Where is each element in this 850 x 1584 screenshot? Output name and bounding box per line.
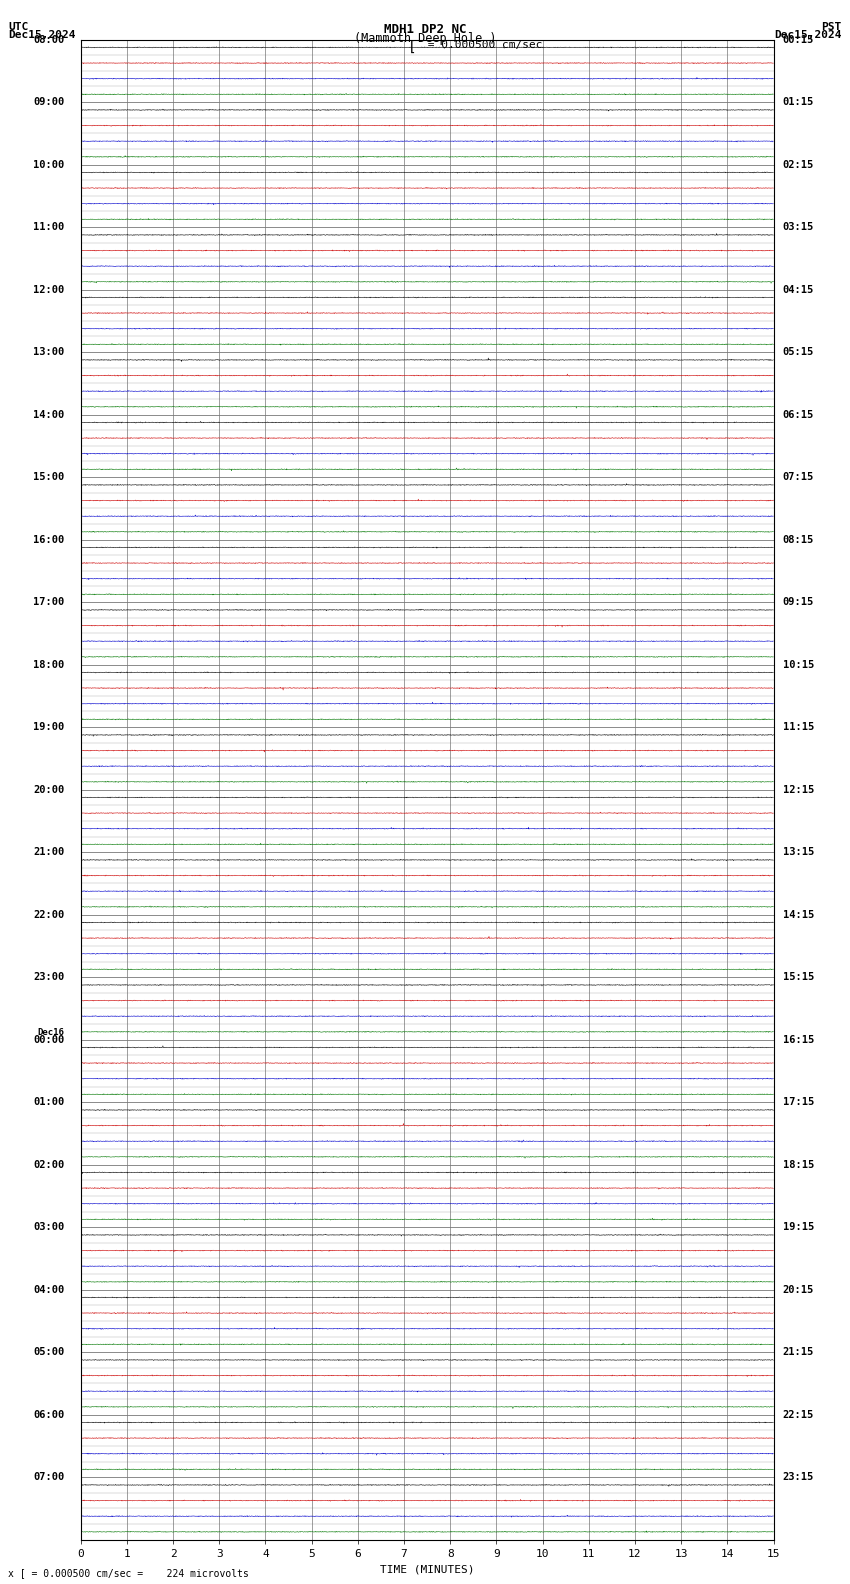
Text: 16:00: 16:00 [33, 535, 65, 545]
Text: 23:15: 23:15 [783, 1472, 814, 1483]
Text: 10:00: 10:00 [33, 160, 65, 169]
Text: (Mammoth Deep Hole ): (Mammoth Deep Hole ) [354, 32, 496, 44]
Text: 04:00: 04:00 [33, 1285, 65, 1294]
Text: 22:00: 22:00 [33, 909, 65, 920]
Text: 09:15: 09:15 [783, 597, 814, 607]
Text: 19:15: 19:15 [783, 1223, 814, 1232]
Text: 00:00: 00:00 [33, 1034, 65, 1044]
Text: 12:00: 12:00 [33, 285, 65, 295]
Text: 08:00: 08:00 [33, 35, 65, 44]
Text: x [ = 0.000500 cm/sec =    224 microvolts: x [ = 0.000500 cm/sec = 224 microvolts [8, 1568, 249, 1578]
Text: 06:00: 06:00 [33, 1410, 65, 1419]
Text: Dec15,2024: Dec15,2024 [8, 30, 76, 41]
Text: 14:15: 14:15 [783, 909, 814, 920]
Text: 04:15: 04:15 [783, 285, 814, 295]
Text: 23:00: 23:00 [33, 973, 65, 982]
Text: 14:00: 14:00 [33, 410, 65, 420]
Text: 02:15: 02:15 [783, 160, 814, 169]
Text: 03:15: 03:15 [783, 222, 814, 233]
Text: 05:15: 05:15 [783, 347, 814, 356]
Text: 07:00: 07:00 [33, 1472, 65, 1483]
Text: 17:15: 17:15 [783, 1098, 814, 1107]
Text: 07:15: 07:15 [783, 472, 814, 482]
Text: 19:00: 19:00 [33, 722, 65, 732]
Text: 21:00: 21:00 [33, 847, 65, 857]
Text: 09:00: 09:00 [33, 97, 65, 108]
Text: 03:00: 03:00 [33, 1223, 65, 1232]
Text: 18:00: 18:00 [33, 659, 65, 670]
Text: 17:00: 17:00 [33, 597, 65, 607]
Text: Dec15,2024: Dec15,2024 [774, 30, 842, 41]
Text: 15:15: 15:15 [783, 973, 814, 982]
Text: 13:15: 13:15 [783, 847, 814, 857]
Text: 08:15: 08:15 [783, 535, 814, 545]
Text: 16:15: 16:15 [783, 1034, 814, 1044]
Text: PST: PST [821, 22, 842, 32]
Text: Dec16: Dec16 [37, 1028, 65, 1038]
Text: 15:00: 15:00 [33, 472, 65, 482]
Text: 21:15: 21:15 [783, 1346, 814, 1357]
X-axis label: TIME (MINUTES): TIME (MINUTES) [380, 1565, 474, 1574]
Text: 22:15: 22:15 [783, 1410, 814, 1419]
Text: 12:15: 12:15 [783, 784, 814, 795]
Text: 11:15: 11:15 [783, 722, 814, 732]
Text: MDH1 DP2 NC: MDH1 DP2 NC [383, 22, 467, 36]
Text: 13:00: 13:00 [33, 347, 65, 356]
Text: 20:00: 20:00 [33, 784, 65, 795]
Text: [: [ [408, 40, 416, 54]
Text: = 0.000500 cm/sec: = 0.000500 cm/sec [421, 40, 542, 51]
Text: 20:15: 20:15 [783, 1285, 814, 1294]
Text: 01:15: 01:15 [783, 97, 814, 108]
Text: UTC: UTC [8, 22, 29, 32]
Text: 06:15: 06:15 [783, 410, 814, 420]
Text: 10:15: 10:15 [783, 659, 814, 670]
Text: 18:15: 18:15 [783, 1159, 814, 1169]
Text: 11:00: 11:00 [33, 222, 65, 233]
Text: 02:00: 02:00 [33, 1159, 65, 1169]
Text: 01:00: 01:00 [33, 1098, 65, 1107]
Text: 05:00: 05:00 [33, 1346, 65, 1357]
Text: 00:15: 00:15 [783, 35, 814, 44]
